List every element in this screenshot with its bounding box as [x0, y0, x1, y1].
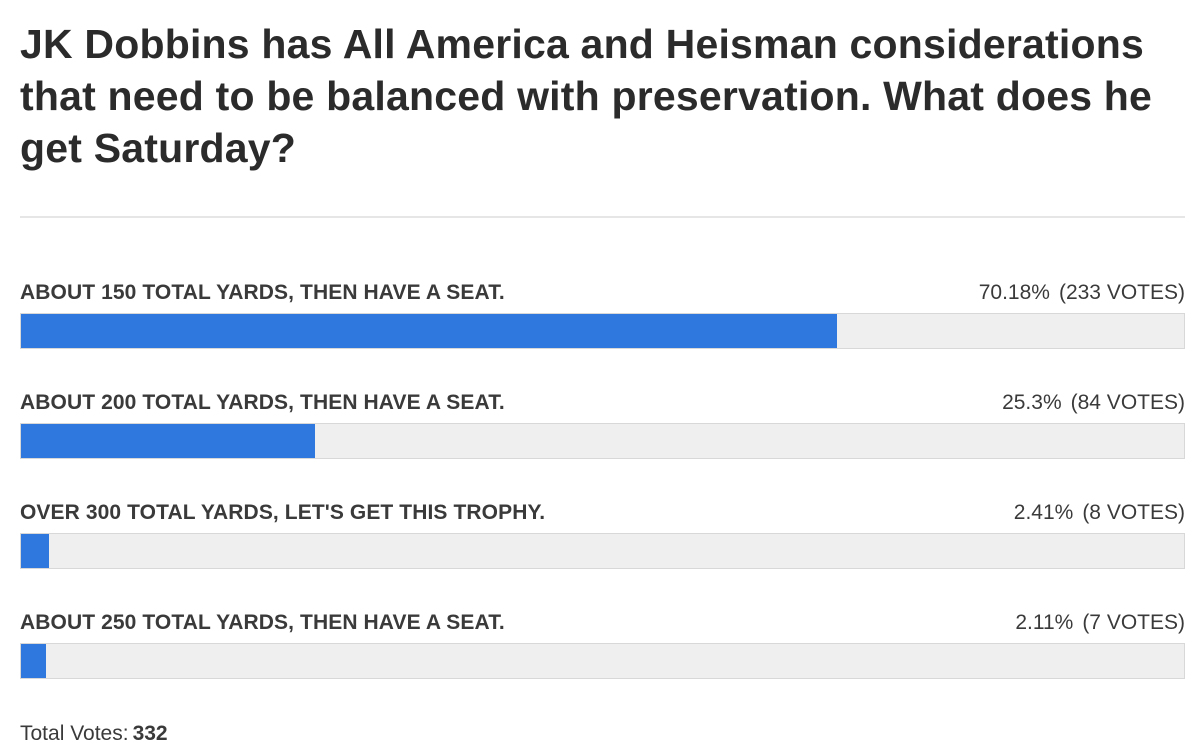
option-header: ABOUT 150 TOTAL YARDS, THEN HAVE A SEAT.… [20, 275, 1185, 311]
poll-option: ABOUT 200 TOTAL YARDS, THEN HAVE A SEAT.… [20, 385, 1185, 495]
option-result: 25.3% (84 VOTES) [1002, 385, 1185, 421]
option-result: 2.41% (8 VOTES) [1014, 495, 1185, 531]
result-bar-fill [21, 644, 46, 678]
option-percent: 2.11% [1015, 611, 1074, 634]
option-result: 70.18% (233 VOTES) [979, 275, 1185, 311]
poll-widget: JK Dobbins has All America and Heisman c… [20, 0, 1185, 679]
option-votes: (8 VOTES) [1082, 501, 1185, 524]
option-votes: (7 VOTES) [1082, 611, 1185, 634]
option-header: ABOUT 250 TOTAL YARDS, THEN HAVE A SEAT.… [20, 605, 1185, 641]
result-bar-track [20, 533, 1185, 569]
result-bar-track [20, 643, 1185, 679]
poll-options: ABOUT 150 TOTAL YARDS, THEN HAVE A SEAT.… [20, 275, 1185, 715]
option-label: ABOUT 250 TOTAL YARDS, THEN HAVE A SEAT. [20, 611, 505, 634]
poll-option: ABOUT 150 TOTAL YARDS, THEN HAVE A SEAT.… [20, 275, 1185, 385]
option-header: OVER 300 TOTAL YARDS, LET'S GET THIS TRO… [20, 495, 1185, 531]
poll-question: JK Dobbins has All America and Heisman c… [20, 21, 1153, 171]
result-bar-fill [21, 314, 838, 348]
option-label: ABOUT 150 TOTAL YARDS, THEN HAVE A SEAT. [20, 281, 505, 304]
result-bar-track [20, 313, 1185, 349]
option-percent: 2.41% [1013, 501, 1074, 524]
divider [20, 216, 1185, 218]
option-label: OVER 300 TOTAL YARDS, LET'S GET THIS TRO… [20, 501, 546, 524]
result-bar-fill [21, 424, 316, 458]
poll-option: ABOUT 250 TOTAL YARDS, THEN HAVE A SEAT.… [20, 605, 1185, 715]
option-label: ABOUT 200 TOTAL YARDS, THEN HAVE A SEAT. [20, 391, 505, 414]
option-votes: (84 VOTES) [1070, 391, 1185, 414]
total-votes: Total Votes: 332 [20, 716, 168, 752]
result-bar-track [20, 423, 1185, 459]
total-votes-count: 332 [132, 722, 168, 745]
option-percent: 70.18% [978, 281, 1050, 304]
option-result: 2.11% (7 VOTES) [1015, 605, 1185, 641]
result-bar-fill [21, 534, 50, 568]
option-percent: 25.3% [1002, 391, 1062, 414]
poll-option: OVER 300 TOTAL YARDS, LET'S GET THIS TRO… [20, 495, 1185, 605]
option-votes: (233 VOTES) [1058, 281, 1185, 304]
option-header: ABOUT 200 TOTAL YARDS, THEN HAVE A SEAT.… [20, 385, 1185, 421]
total-votes-label: Total Votes: [20, 722, 129, 745]
